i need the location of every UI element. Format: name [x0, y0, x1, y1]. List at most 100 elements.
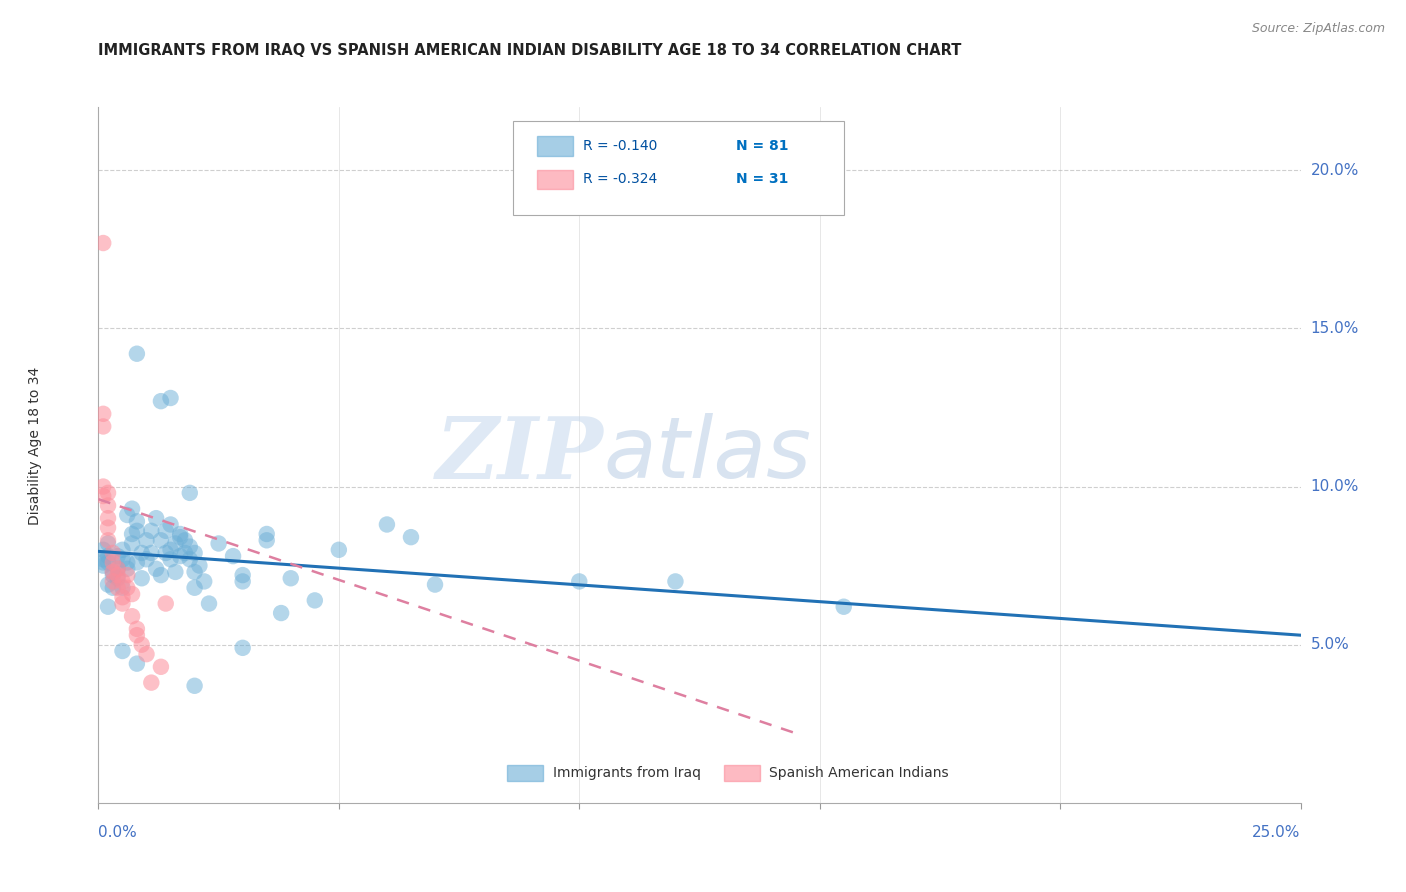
Point — [107, 571, 129, 585]
Point — [169, 549, 191, 563]
Text: Immigrants from Iraq: Immigrants from Iraq — [553, 766, 700, 780]
Text: IMMIGRANTS FROM IRAQ VS SPANISH AMERICAN INDIAN DISABILITY AGE 18 TO 34 CORRELAT: IMMIGRANTS FROM IRAQ VS SPANISH AMERICAN… — [98, 43, 962, 58]
Point — [256, 527, 278, 541]
Point — [111, 644, 134, 658]
Point — [101, 565, 124, 579]
FancyBboxPatch shape — [537, 169, 574, 189]
Point — [145, 562, 167, 576]
Point — [179, 552, 201, 566]
Point — [183, 581, 205, 595]
Text: Disability Age 18 to 34: Disability Age 18 to 34 — [28, 367, 42, 525]
FancyBboxPatch shape — [724, 765, 759, 780]
Point — [155, 524, 177, 538]
Point — [159, 542, 181, 557]
Point — [155, 597, 177, 611]
Point — [141, 675, 163, 690]
Point — [101, 581, 124, 595]
Point — [183, 679, 205, 693]
Point — [101, 574, 124, 589]
Point — [117, 581, 139, 595]
Point — [97, 486, 120, 500]
Point — [208, 536, 231, 550]
Point — [159, 552, 181, 566]
Point — [149, 568, 172, 582]
Point — [149, 533, 172, 548]
Point — [97, 549, 120, 563]
Point — [101, 546, 124, 560]
Point — [165, 565, 187, 579]
Point — [568, 574, 591, 589]
Point — [107, 568, 129, 582]
Point — [169, 530, 191, 544]
Point — [198, 597, 221, 611]
Point — [135, 533, 157, 548]
Text: ZIP: ZIP — [436, 413, 603, 497]
Text: 25.0%: 25.0% — [1253, 825, 1301, 840]
Point — [222, 549, 245, 563]
Point — [125, 524, 148, 538]
Point — [125, 622, 148, 636]
Point — [111, 574, 134, 589]
Point — [125, 628, 148, 642]
Point — [91, 419, 114, 434]
Point — [183, 565, 205, 579]
Point — [91, 558, 114, 573]
Point — [121, 587, 143, 601]
Text: N = 31: N = 31 — [735, 172, 787, 186]
Point — [97, 556, 120, 570]
Point — [101, 556, 124, 570]
Point — [91, 556, 114, 570]
Point — [97, 521, 120, 535]
FancyBboxPatch shape — [513, 121, 844, 215]
Point — [328, 542, 350, 557]
Point — [91, 489, 114, 503]
Point — [131, 638, 153, 652]
Point — [111, 581, 134, 595]
Point — [188, 558, 211, 573]
Point — [101, 565, 124, 579]
Point — [174, 533, 197, 548]
Point — [375, 517, 398, 532]
Text: 10.0%: 10.0% — [1310, 479, 1358, 494]
Point — [423, 577, 446, 591]
Point — [232, 574, 254, 589]
FancyBboxPatch shape — [508, 765, 543, 780]
Point — [117, 562, 139, 576]
Point — [256, 533, 278, 548]
Point — [135, 552, 157, 566]
Point — [107, 549, 129, 563]
Point — [399, 530, 422, 544]
Point — [121, 536, 143, 550]
Point — [149, 394, 172, 409]
Point — [97, 536, 120, 550]
Text: 15.0%: 15.0% — [1310, 321, 1358, 336]
Text: 0.0%: 0.0% — [98, 825, 138, 840]
Point — [97, 599, 120, 614]
Point — [131, 571, 153, 585]
Point — [165, 536, 187, 550]
Point — [145, 511, 167, 525]
Point — [270, 606, 292, 620]
Text: 5.0%: 5.0% — [1310, 637, 1350, 652]
Point — [183, 546, 205, 560]
Point — [304, 593, 326, 607]
Point — [91, 552, 114, 566]
Point — [159, 517, 181, 532]
Text: 20.0%: 20.0% — [1310, 163, 1358, 178]
Point — [117, 508, 139, 522]
Point — [141, 546, 163, 560]
Point — [179, 486, 201, 500]
Point — [111, 552, 134, 566]
Point — [155, 546, 177, 560]
Point — [107, 562, 129, 576]
Point — [159, 391, 181, 405]
Point — [121, 527, 143, 541]
Point — [111, 542, 134, 557]
Point — [117, 556, 139, 570]
Point — [97, 499, 120, 513]
Point — [193, 574, 215, 589]
Point — [125, 556, 148, 570]
Point — [280, 571, 302, 585]
Point — [121, 501, 143, 516]
Point — [232, 568, 254, 582]
